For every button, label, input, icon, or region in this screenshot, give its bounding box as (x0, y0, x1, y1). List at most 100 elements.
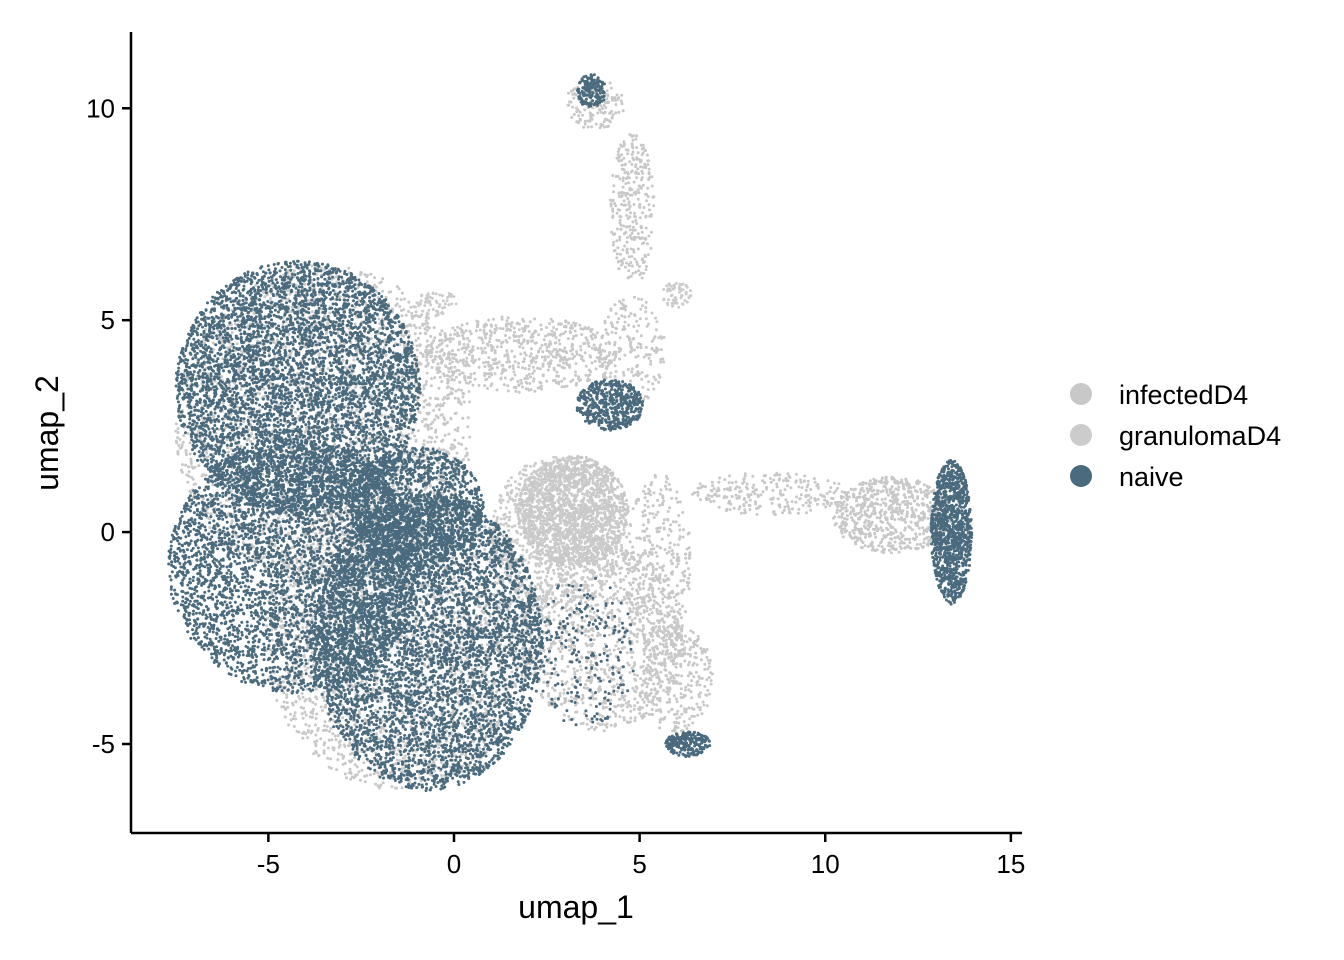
data-point (314, 744, 318, 748)
data-point (395, 786, 399, 790)
data-point (425, 328, 429, 332)
data-point (301, 695, 305, 699)
data-point (258, 392, 262, 396)
data-point (407, 300, 411, 304)
data-point (351, 685, 355, 689)
data-point (314, 702, 317, 706)
data-point (363, 718, 367, 721)
data-point (395, 758, 399, 762)
data-point (478, 605, 482, 609)
data-point (412, 323, 416, 327)
data-point (315, 751, 318, 755)
data-point (422, 405, 426, 409)
data-point (343, 772, 347, 776)
data-point (483, 616, 487, 620)
data-point (367, 427, 371, 431)
data-point (401, 434, 404, 438)
data-point (437, 408, 441, 412)
data-point (267, 352, 271, 356)
data-point (362, 542, 366, 546)
data-point (363, 780, 367, 784)
data-point (417, 361, 421, 365)
data-point (426, 440, 430, 444)
data-point (449, 416, 453, 420)
data-point (420, 600, 424, 604)
data-point (228, 383, 232, 387)
data-point (521, 598, 525, 602)
data-point (334, 738, 338, 742)
data-point (417, 315, 421, 319)
data-point (418, 343, 422, 347)
data-point (315, 697, 319, 701)
data-point (452, 446, 456, 450)
data-point (413, 434, 417, 438)
data-point (395, 297, 399, 301)
data-point (273, 544, 277, 548)
data-point (293, 711, 297, 715)
data-point (461, 416, 465, 420)
data-point (350, 408, 354, 412)
data-point (282, 700, 286, 704)
data-point (300, 712, 304, 716)
data-point (285, 701, 289, 705)
data-point (459, 670, 463, 674)
data-point (517, 581, 521, 585)
data-point (330, 738, 334, 742)
data-point (478, 746, 482, 750)
data-point (384, 295, 388, 299)
data-point (482, 670, 485, 674)
data-point (179, 468, 183, 472)
data-point (175, 441, 179, 445)
data-point (324, 703, 328, 707)
data-point (332, 690, 336, 694)
data-point (353, 723, 357, 727)
data-point (406, 381, 410, 385)
data-point (391, 484, 395, 488)
data-point (423, 487, 427, 491)
data-point (187, 470, 191, 474)
data-point (434, 397, 438, 400)
data-point (209, 512, 213, 516)
data-point (414, 310, 418, 314)
data-point (427, 403, 431, 407)
data-point (314, 723, 317, 727)
data-point (321, 709, 324, 712)
data-point (317, 353, 321, 357)
data-point (326, 756, 330, 760)
data-point (265, 624, 269, 628)
data-point (447, 432, 451, 436)
data-point (226, 446, 230, 450)
data-point (414, 439, 418, 443)
data-point (443, 395, 447, 399)
data-point (236, 405, 239, 409)
data-point (345, 776, 349, 780)
data-point (340, 530, 344, 534)
data-point (352, 358, 356, 362)
data-point (380, 725, 384, 729)
data-point (517, 595, 521, 599)
data-point (331, 746, 335, 750)
data-point (468, 400, 472, 404)
data-point (433, 376, 437, 380)
data-point (211, 483, 215, 487)
data-point (373, 276, 376, 280)
data-point (422, 387, 426, 391)
data-point (344, 506, 348, 510)
data-point (440, 439, 444, 443)
data-point (379, 730, 383, 734)
data-point (419, 351, 423, 355)
data-point (395, 302, 399, 306)
data-point (430, 436, 434, 440)
data-point (425, 339, 429, 343)
data-point (446, 378, 450, 382)
data-point (307, 475, 311, 479)
data-point (457, 388, 461, 392)
data-point (389, 290, 393, 294)
data-point (304, 723, 308, 726)
data-point (225, 438, 229, 442)
data-point (359, 273, 362, 277)
data-point (323, 741, 327, 745)
data-point (188, 489, 192, 493)
data-point (457, 399, 461, 403)
data-point (445, 344, 449, 348)
